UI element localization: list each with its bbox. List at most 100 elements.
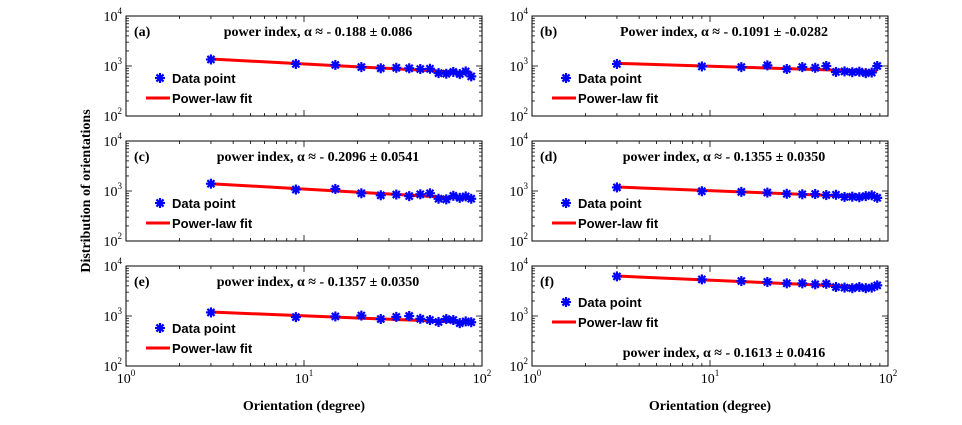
data-point [781,64,792,75]
legend-fit-label: Power-law fit [578,216,659,231]
power-index-annotation: power index, α ≈ - 0.1355 ± 0.0350 [623,150,826,165]
data-point [854,192,865,203]
data-point [810,189,821,200]
legend-data-marker [561,297,571,307]
data-point [415,64,426,75]
legend-data-marker [155,198,165,208]
y-tick-label: 104 [104,6,123,25]
x-tick-label: 100 [117,368,136,387]
x-tick-label: 101 [701,368,720,387]
y-tick-label: 102 [104,356,123,375]
panel-label: (d) [540,150,557,165]
panel-f: 102 103 104 100 101 102 (f) power index, α ≈ - … [510,256,898,387]
data-point [330,59,341,70]
legend-fit-label: Power-law fit [172,216,253,231]
data-point [696,274,707,285]
data-point [290,58,301,69]
legend-data-label: Data point [172,71,236,86]
y-tick-label: 102 [510,106,529,125]
data-point [847,283,858,294]
panel-label: (b) [540,25,557,40]
x-axis-label: Orientation (degree) [649,399,772,414]
legend-data-marker [155,73,165,83]
data-point [821,61,832,71]
legend-fit-label: Power-law fit [172,341,253,356]
legend: Data point Power-law fit [146,71,253,106]
y-tick-label: 104 [104,256,123,275]
power-index-annotation: power index, α ≈ - 0.188 ± 0.086 [224,25,413,40]
y-tick-label: 104 [510,6,529,25]
legend-data-label: Data point [578,196,642,211]
data-point [424,63,435,74]
data-point [872,280,883,291]
legend-fit-label: Power-law fit [578,315,659,330]
data-point [205,307,216,318]
panel-label: (e) [134,275,150,290]
data-point [415,189,426,200]
panel-label: (f) [540,275,554,290]
legend-data-label: Data point [172,321,236,336]
data-point [797,189,808,200]
power-index-annotation: power index, α ≈ - 0.2096 ± 0.0541 [217,150,420,165]
data-point [821,278,832,289]
legend: Data point Power-law fit [552,196,659,231]
data-point [460,66,471,77]
data-point [433,316,444,327]
data-point [424,315,435,326]
data-point [854,282,865,293]
legend-data-marker [561,73,571,83]
x-tick-label: 102 [473,368,492,387]
data-point [356,62,367,73]
legend-data-label: Data point [172,196,236,211]
data-point [205,178,216,189]
data-point [762,187,773,198]
y-tick-label: 104 [510,256,529,275]
y-tick-label: 103 [510,181,529,200]
data-point [330,183,341,194]
legend: Data point Power-law fit [146,196,253,231]
data-point [762,276,773,287]
data-point [830,282,841,293]
data-point [611,271,622,282]
legend-data-marker [155,323,165,333]
data-point [839,66,850,77]
data-point [391,311,402,322]
data-point [696,186,707,197]
data-point [872,192,883,203]
data-point [860,191,871,202]
y-tick-label: 103 [104,306,123,325]
data-point [205,54,216,65]
y-tick-label: 102 [510,231,529,250]
data-point [781,188,792,199]
data-point [696,61,707,72]
data-point [847,67,858,78]
panel-c: 102 103 104 (c) power index, α ≈ - 0.2096 ± … [104,131,483,250]
data-point [404,63,415,74]
data-point [441,194,452,205]
legend-fit-label: Power-law fit [578,91,659,106]
data-point [866,67,877,78]
power-index-annotation: power index, α ≈ - 0.1613 ± 0.0416 [623,346,826,361]
data-point [872,61,883,71]
data-point [330,311,341,322]
data-point [375,190,386,201]
power-index-annotation: power index, α ≈ - 0.1357 ± 0.0350 [217,275,420,290]
panel-label: (a) [134,25,151,40]
data-point [424,188,435,199]
data-point [391,62,402,73]
x-tick-label: 100 [523,368,542,387]
data-point [441,68,452,79]
panel-a: 102 103 104 (a) power index, α ≈ - 0.188 ± 0… [104,6,483,125]
legend-data-marker [561,198,571,208]
y-tick-label: 103 [510,306,529,325]
data-point [810,279,821,290]
x-tick-label: 101 [295,368,314,387]
data-point [797,278,808,289]
data-point [415,313,426,324]
data-point [810,62,821,73]
y-tick-label: 103 [104,56,123,75]
power-index-annotation: Power index, α ≈ - 0.1091 ± -0.0282 [620,25,828,40]
data-point [781,278,792,289]
x-axis-label: Orientation (degree) [243,399,366,414]
